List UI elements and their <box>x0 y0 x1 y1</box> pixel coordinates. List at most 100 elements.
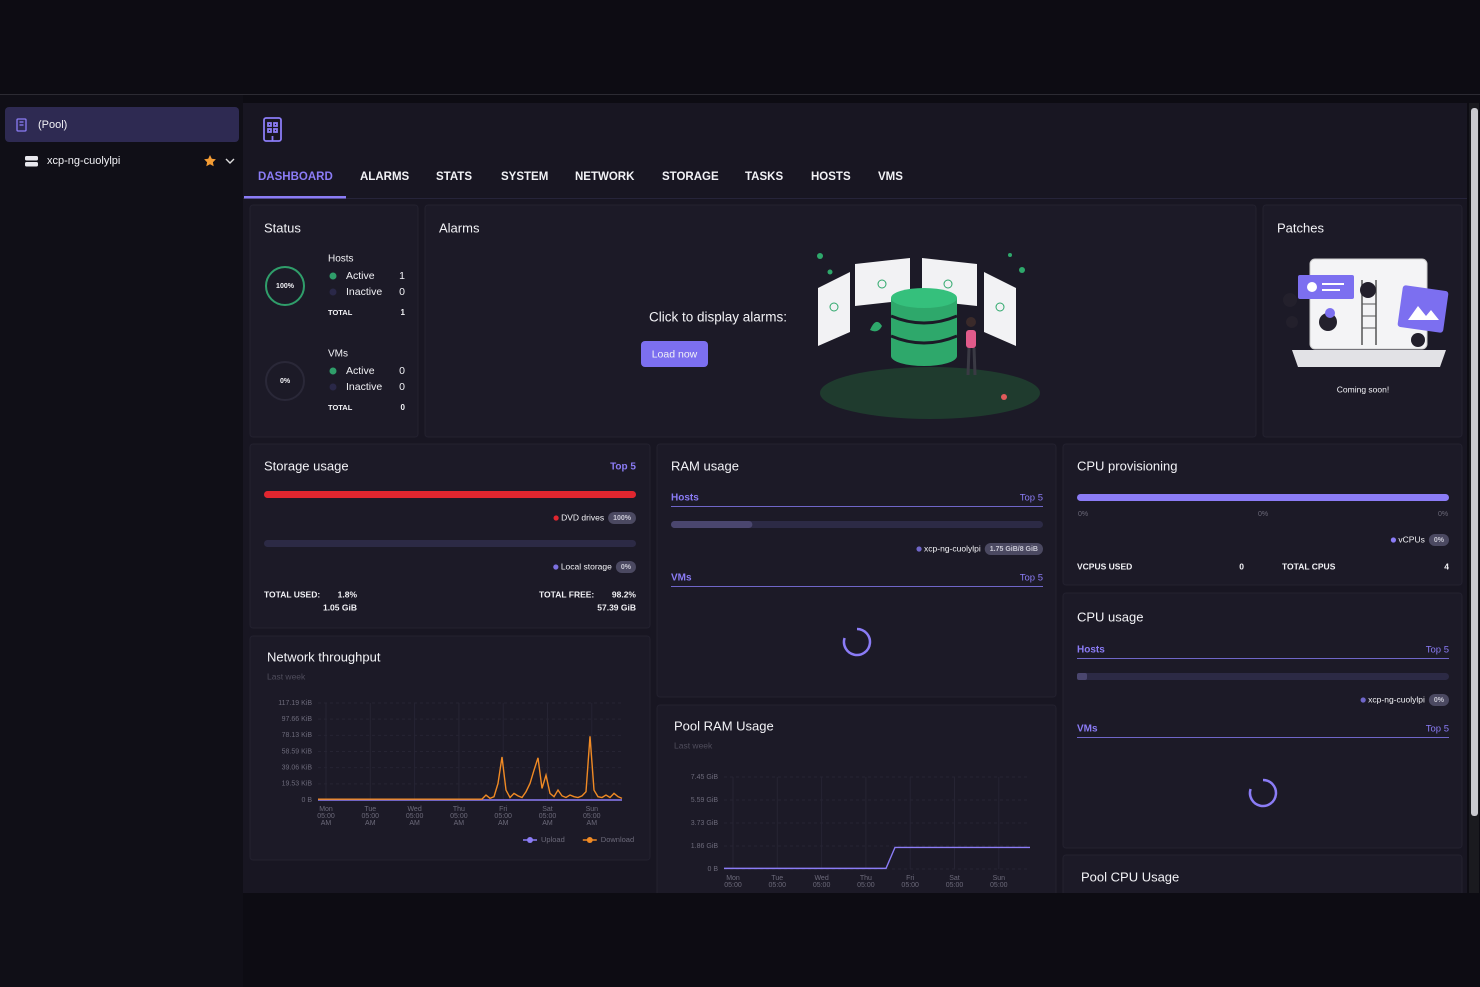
tab[interactable]: SYSTEM <box>501 171 548 183</box>
section-label: Hosts <box>671 493 699 504</box>
x-tick-label: 05:00 <box>813 882 831 889</box>
x-tick-label: Sat <box>949 875 960 882</box>
label: TOTAL <box>328 308 353 317</box>
x-tick-label: 05:00 <box>583 813 601 820</box>
card <box>1062 854 1463 893</box>
x-tick-label: Sun <box>586 806 599 813</box>
label: Inactive <box>346 381 382 393</box>
legend-dot <box>329 367 337 375</box>
host-name[interactable]: xcp-ng-cuolylpi <box>47 155 120 167</box>
top-link[interactable]: Top 5 <box>1426 724 1449 735</box>
pool-name[interactable]: (Pool) <box>38 119 67 131</box>
bar <box>1077 494 1449 501</box>
legend-marker <box>527 837 533 843</box>
card <box>249 443 651 629</box>
badge-label: 0% <box>1434 537 1445 544</box>
top-link[interactable]: Top 5 <box>1020 493 1043 504</box>
count: 1 <box>401 308 406 317</box>
x-tick-label: 05:00 <box>946 882 964 889</box>
pool-icon <box>16 118 27 132</box>
card-title: Status <box>264 220 301 235</box>
x-tick-label: Mon <box>726 875 740 882</box>
bar <box>671 521 753 528</box>
patches-illustration <box>1283 258 1449 367</box>
count: 0 <box>399 381 405 393</box>
pool-item[interactable] <box>5 107 239 142</box>
top-link[interactable]: Top 5 <box>1426 645 1449 656</box>
label: 0 <box>1239 561 1244 571</box>
tab[interactable]: STORAGE <box>662 171 719 183</box>
top-link[interactable]: Top 5 <box>610 462 636 473</box>
badge-label: 0% <box>1434 697 1445 704</box>
bar <box>264 491 636 498</box>
top-link[interactable]: Top 5 <box>1020 573 1043 584</box>
y-tick-label: 7.45 GiB <box>691 774 719 781</box>
star-icon[interactable] <box>204 155 216 167</box>
host-icon <box>25 156 38 167</box>
active-tab-underline <box>244 196 346 199</box>
y-tick-label: 117.19 KiB <box>278 700 312 707</box>
x-tick-label: Wed <box>407 806 421 813</box>
note: Coming soon! <box>1337 384 1389 394</box>
legend-label: vCPUs <box>1398 534 1424 544</box>
x-tick-label: Sat <box>542 806 553 813</box>
x-tick-label: Fri <box>499 806 508 813</box>
legend-dot <box>553 515 559 521</box>
bar-cap <box>1077 673 1087 680</box>
alarms-illustration <box>817 253 1040 419</box>
badge <box>1428 534 1449 546</box>
x-tick-label: 05:00 <box>539 813 557 820</box>
legend-dot <box>916 546 922 552</box>
x-tick-label: Fri <box>906 875 915 882</box>
tab[interactable]: TASKS <box>745 171 783 183</box>
load-button[interactable] <box>641 341 708 367</box>
section-label: Hosts <box>1077 645 1105 656</box>
badge <box>608 512 636 524</box>
subtitle: Last week <box>674 740 713 750</box>
label: TOTAL USED: <box>264 589 320 599</box>
x-tick-label: Thu <box>453 806 465 813</box>
tab[interactable]: STATS <box>436 171 472 183</box>
label: TOTAL FREE: <box>539 589 594 599</box>
card-title: Storage usage <box>264 458 349 473</box>
label: VCPUS USED <box>1077 561 1132 571</box>
scale-label: 0% <box>1438 511 1448 518</box>
series-line <box>724 846 1030 870</box>
x-tick-label: Mon <box>319 806 333 813</box>
tab[interactable]: DASHBOARD <box>258 171 333 183</box>
legend-dot <box>329 288 337 296</box>
pool-header-icon <box>263 117 282 142</box>
x-tick-label: 05:00 <box>769 882 787 889</box>
x-tick-label: Tue <box>771 875 783 882</box>
x-tick-label: AM <box>587 820 598 827</box>
y-tick-label: 5.59 GiB <box>691 797 719 804</box>
y-tick-label: 1.86 GiB <box>691 843 719 850</box>
legend-label: Local storage <box>561 561 612 571</box>
button-label[interactable]: Load now <box>652 348 698 360</box>
x-tick-label: AM <box>365 820 376 827</box>
tab[interactable]: HOSTS <box>811 171 851 183</box>
badge-label: 1.75 GiB/8 GiB <box>990 546 1038 553</box>
tab[interactable]: VMS <box>878 171 903 183</box>
card-title: Pool RAM Usage <box>674 718 774 733</box>
legend-label: Upload <box>541 835 565 844</box>
x-tick-label: 05:00 <box>724 882 742 889</box>
bar-track <box>264 540 636 547</box>
y-tick-label: 19.53 KiB <box>282 781 313 788</box>
x-tick-label: 05:00 <box>494 813 512 820</box>
chevron-icon[interactable] <box>225 158 235 164</box>
x-tick-label: AM <box>454 820 465 827</box>
legend-marker <box>586 837 593 843</box>
badge <box>615 561 636 573</box>
legend-dot <box>329 383 337 391</box>
scrollbar-thumb[interactable] <box>1471 108 1478 816</box>
tab[interactable]: ALARMS <box>360 171 410 183</box>
card-title: Network throughput <box>267 649 381 664</box>
subtitle: Last week <box>267 671 306 681</box>
x-tick-label: Sun <box>993 875 1006 882</box>
legend-label: xcp-ng-cuolylpi <box>924 543 981 553</box>
y-tick-label: 97.66 KiB <box>282 716 313 723</box>
tab[interactable]: NETWORK <box>575 171 635 183</box>
legend-dot <box>329 272 337 280</box>
